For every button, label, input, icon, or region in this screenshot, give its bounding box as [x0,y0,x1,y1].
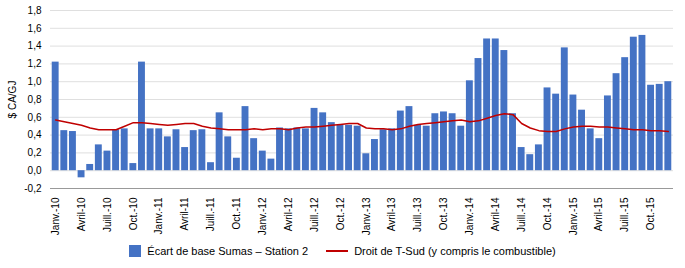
svg-text:Avril-10: Avril-10 [76,197,87,231]
svg-text:1,8: 1,8 [28,5,42,16]
svg-text:Janv.-12: Janv.-12 [257,197,268,235]
svg-text:1,4: 1,4 [28,40,42,51]
svg-text:0,2: 0,2 [28,147,42,158]
svg-text:Juill.-10: Juill.-10 [102,197,113,232]
svg-text:Janv.-14: Janv.-14 [464,197,475,235]
svg-text:Juill.-12: Juill.-12 [309,197,320,232]
svg-text:Oct.-11: Oct.-11 [231,197,242,229]
html-text:Droit de T-Sud (y compris le c: Droit de T-Sud (y compris le combustible… [354,245,556,257]
svg-text:Avril-13: Avril-13 [386,197,397,231]
svg-text:Oct.-14: Oct.-14 [542,197,553,230]
svg-text:0,4: 0,4 [28,129,42,140]
svg-text:Oct.-12: Oct.-12 [335,197,346,230]
html-text:Écart de base Sumas – Station: Écart de base Sumas – Station 2 [147,245,309,257]
svg-text:Avril-12: Avril-12 [283,197,294,231]
svg-text:1,6: 1,6 [28,23,42,34]
svg-text:Avril-11: Avril-11 [179,197,190,230]
svg-text:-0,2: -0,2 [24,183,42,194]
svg-text:Juill.-14: Juill.-14 [516,197,527,232]
svg-text:Oct.-10: Oct.-10 [128,197,139,230]
svg-text:Janv.-15: Janv.-15 [568,197,579,235]
svg-text:$ CA/GJ: $ CA/GJ [7,81,18,119]
svg-text:0,6: 0,6 [28,112,42,123]
svg-text:Oct.-13: Oct.-13 [438,197,449,230]
svg-text:Juill.-13: Juill.-13 [412,197,423,232]
svg-text:Janv.-13: Janv.-13 [361,197,372,235]
svg-text:Juill.-15: Juill.-15 [619,197,630,232]
svg-text:1,0: 1,0 [28,76,42,87]
svg-text:0,0: 0,0 [28,165,42,176]
svg-text:Oct.-15: Oct.-15 [645,197,656,230]
svg-text:Janv.-11: Janv.-11 [153,197,164,234]
svg-text:Juill.-11: Juill.-11 [205,197,216,231]
svg-text:Janv.-10: Janv.-10 [50,197,61,235]
svg-text:Avril-15: Avril-15 [593,197,604,231]
svg-text:Avril-14: Avril-14 [490,197,501,231]
svg-text:1,2: 1,2 [28,58,42,69]
svg-text:0,8: 0,8 [28,94,42,105]
